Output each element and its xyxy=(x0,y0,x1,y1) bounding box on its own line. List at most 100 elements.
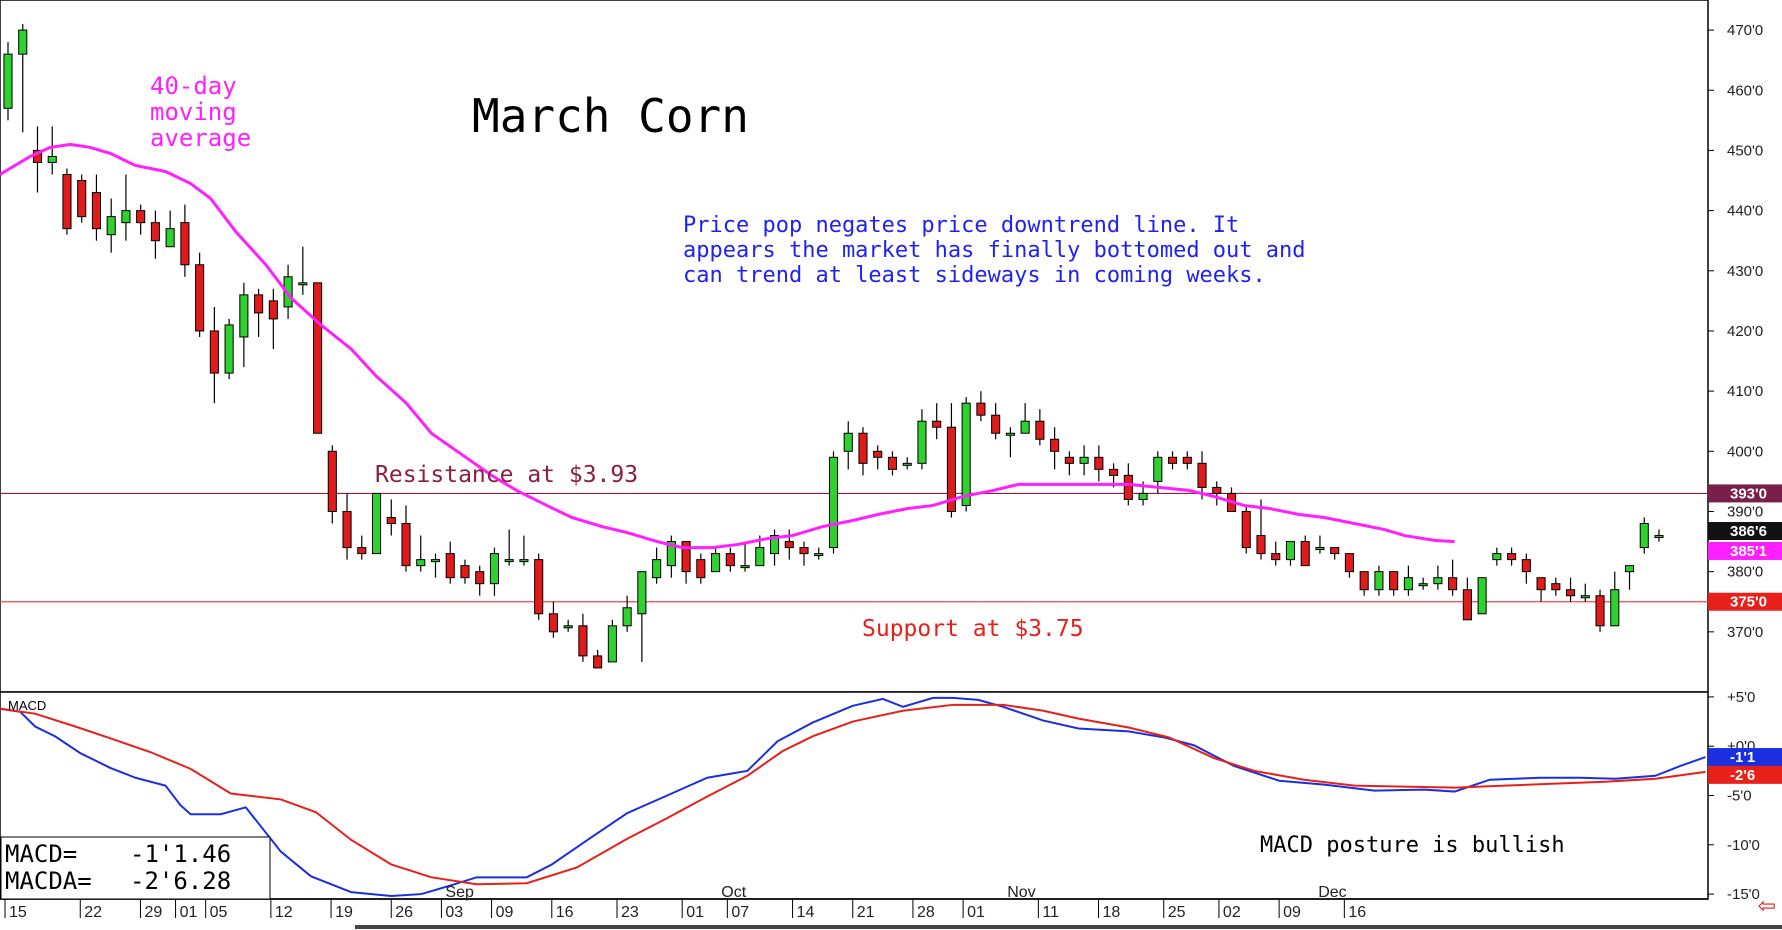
candle xyxy=(873,445,883,470)
candle-body xyxy=(165,228,175,248)
month-label: Sep xyxy=(445,884,474,901)
candle-body xyxy=(991,414,1001,434)
price-panel xyxy=(0,0,1709,693)
candle xyxy=(1418,577,1428,590)
candle-body xyxy=(62,174,72,230)
candle-body xyxy=(150,222,160,242)
candle xyxy=(607,619,617,663)
day-tick-label: 26 xyxy=(395,904,413,921)
candle-body xyxy=(1389,571,1399,591)
candle xyxy=(711,547,721,573)
candle-body xyxy=(224,324,234,374)
day-tick-label: 16 xyxy=(556,904,574,921)
candle xyxy=(475,565,485,596)
day-tick-label: 09 xyxy=(1283,904,1301,921)
resistance-badge-bg xyxy=(1708,484,1782,503)
candle xyxy=(1492,547,1502,566)
candle-body xyxy=(1182,456,1192,464)
price-tick-label: 420'0 xyxy=(1727,323,1763,340)
candle xyxy=(991,403,1001,440)
candle-body xyxy=(1565,589,1576,597)
candle-body xyxy=(946,426,956,512)
candle xyxy=(976,391,986,422)
candle-body xyxy=(814,553,824,557)
candle xyxy=(489,547,500,596)
candle-body xyxy=(3,53,13,109)
candle-body xyxy=(430,559,441,563)
candle xyxy=(77,174,87,223)
day-tick-label: 22 xyxy=(84,904,102,921)
candle xyxy=(195,252,205,337)
support-label: Support at $3.75 xyxy=(862,616,1084,642)
day-tick-label: 18 xyxy=(1103,904,1121,921)
candle xyxy=(902,457,912,470)
candle xyxy=(386,499,396,536)
candle-body xyxy=(180,222,190,266)
candle-body xyxy=(239,294,249,338)
candle xyxy=(1300,535,1310,567)
candle-body xyxy=(666,541,676,567)
day-tick-label: 21 xyxy=(857,904,875,921)
resistance-label: Resistance at $3.93 xyxy=(375,462,638,488)
candle-body xyxy=(1610,589,1620,627)
candle xyxy=(209,306,219,404)
day-tick-label: 15 xyxy=(9,904,27,921)
candle xyxy=(1094,445,1104,482)
candle xyxy=(1005,427,1015,458)
candle xyxy=(843,421,853,470)
candle-body xyxy=(386,516,396,525)
candle-body xyxy=(357,547,367,555)
candle xyxy=(637,571,647,662)
candle-body xyxy=(1344,553,1354,573)
month-label: Oct xyxy=(721,884,746,901)
day-tick-label: 12 xyxy=(275,904,293,921)
moving-average-label: 40-day moving average xyxy=(150,72,251,152)
candle-body xyxy=(1580,595,1590,599)
candle-body xyxy=(696,559,706,579)
candle-body xyxy=(534,559,544,615)
candle-body xyxy=(416,559,426,567)
candle-body xyxy=(1153,456,1163,482)
resistance-badge: 393'0 xyxy=(1708,484,1782,503)
candle-body xyxy=(976,402,986,416)
candle xyxy=(932,403,942,440)
candle xyxy=(1285,541,1296,566)
candle-body xyxy=(887,456,898,470)
candle xyxy=(769,529,780,566)
candle-body xyxy=(1109,468,1119,476)
candle-body xyxy=(725,553,735,567)
candle xyxy=(622,595,632,632)
candle-body xyxy=(504,559,514,563)
ma-badge: 385'1 xyxy=(1708,541,1782,560)
macd-badge: -1'1 xyxy=(1708,748,1782,767)
ma-label-line-1: 40-day xyxy=(150,72,237,100)
candle-body xyxy=(769,535,780,555)
candle-body xyxy=(1448,577,1458,591)
candle-body xyxy=(195,264,205,332)
candle-body xyxy=(371,492,382,555)
macd-axis: +5'0+0'0-5'0-10'0-15'0 xyxy=(1708,689,1760,903)
candle-body xyxy=(784,541,794,549)
candle-body xyxy=(1256,535,1266,555)
day-tick-label: 16 xyxy=(1348,904,1366,921)
candle xyxy=(1462,577,1472,621)
candle-body xyxy=(1050,438,1060,452)
candle-body xyxy=(1138,492,1148,500)
candle xyxy=(1344,553,1354,578)
candle-body xyxy=(1212,486,1222,494)
candle xyxy=(268,288,278,350)
candle xyxy=(239,282,249,368)
candle-body xyxy=(711,553,721,573)
macda-line xyxy=(0,703,1706,886)
candle-body xyxy=(858,432,868,464)
candle-body xyxy=(1020,420,1030,434)
candle-body xyxy=(548,613,558,633)
candle-body xyxy=(475,571,485,585)
scroll-left-arrow-icon[interactable]: ⇦ xyxy=(1757,894,1776,919)
day-tick-label: 07 xyxy=(731,904,749,921)
support-badge: 375'0 xyxy=(1708,592,1782,611)
candle-body xyxy=(327,450,337,512)
candle-body xyxy=(1197,462,1207,488)
candle xyxy=(814,547,824,560)
candle-body xyxy=(740,565,750,569)
